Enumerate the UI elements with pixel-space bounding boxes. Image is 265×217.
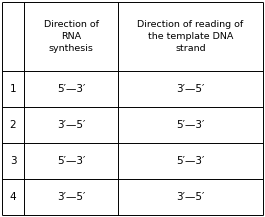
Text: 2: 2 — [10, 120, 16, 130]
Text: 5′—3′: 5′—3′ — [176, 156, 205, 166]
Text: 1: 1 — [10, 84, 16, 94]
Text: 5′—3′: 5′—3′ — [57, 84, 85, 94]
Text: 3′—5′: 3′—5′ — [57, 120, 85, 130]
Text: 3′—5′: 3′—5′ — [176, 192, 205, 202]
Text: Direction of reading of
the template DNA
strand: Direction of reading of the template DNA… — [137, 20, 244, 53]
Text: 3: 3 — [10, 156, 16, 166]
Text: Direction of
RNA
synthesis: Direction of RNA synthesis — [43, 20, 99, 53]
Text: 5′—3′: 5′—3′ — [176, 120, 205, 130]
Text: 3′—5′: 3′—5′ — [57, 192, 85, 202]
Text: 5′—3′: 5′—3′ — [57, 156, 85, 166]
Text: 3′—5′: 3′—5′ — [176, 84, 205, 94]
Text: 4: 4 — [10, 192, 16, 202]
